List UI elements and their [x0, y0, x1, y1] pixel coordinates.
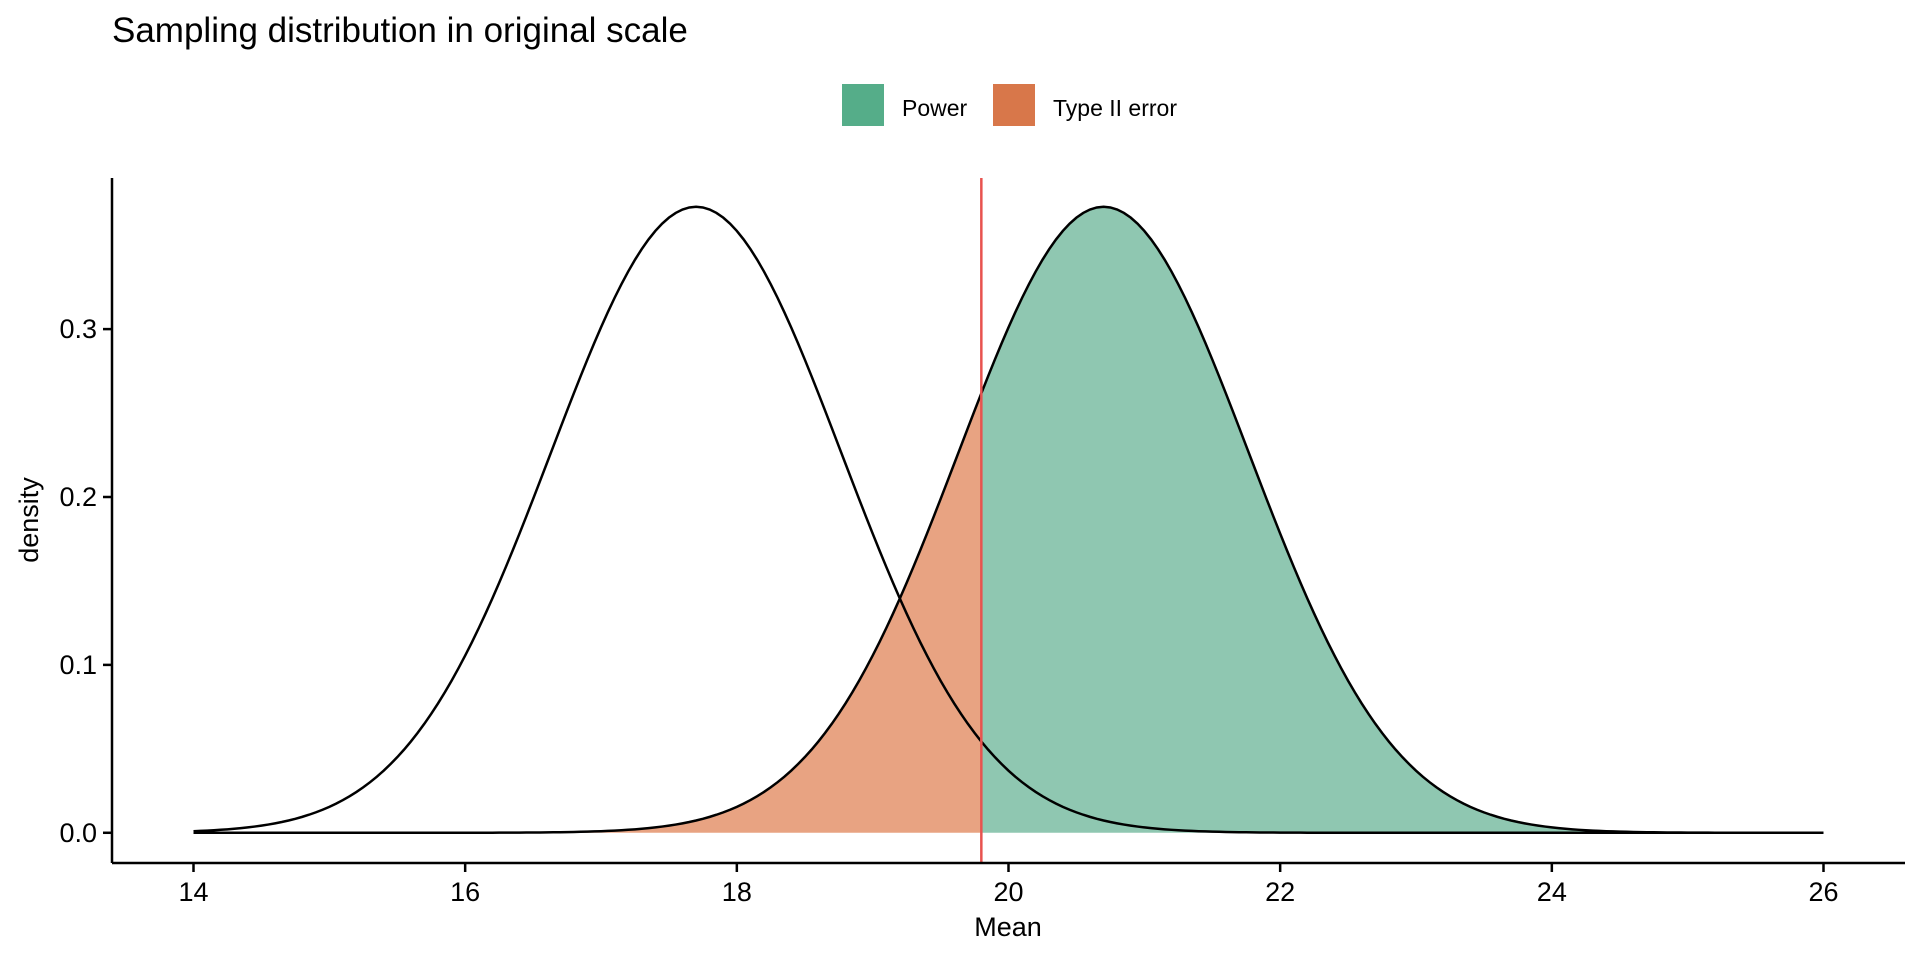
y-axis: 0.0 0.1 0.2 0.3 [59, 178, 114, 863]
y-tick-label: 0.2 [59, 482, 97, 512]
x-tick-label: 24 [1537, 877, 1567, 907]
power-region [981, 206, 1824, 833]
x-tick-label: 26 [1808, 877, 1838, 907]
x-axis-title: Mean [974, 912, 1042, 942]
y-tick-label: 0.3 [59, 314, 97, 344]
x-tick-label: 14 [178, 877, 208, 907]
type-ii-error-region [193, 393, 982, 833]
alternative-distribution-curve [193, 205, 1824, 835]
x-tick-label: 22 [1265, 877, 1295, 907]
x-axis: 14 16 18 20 22 24 26 [112, 861, 1905, 907]
x-tick-label: 16 [450, 877, 480, 907]
legend-swatch-type-ii-error [993, 84, 1035, 126]
plot-area [193, 178, 1824, 863]
legend: Power Type II error [842, 84, 1177, 126]
y-axis-title: density [14, 477, 44, 563]
legend-label-type-ii-error: Type II error [1053, 95, 1177, 121]
chart-title: Sampling distribution in original scale [112, 11, 688, 50]
x-tick-label: 18 [722, 877, 752, 907]
legend-label-power: Power [902, 95, 968, 121]
y-tick-label: 0.1 [59, 650, 97, 680]
null-distribution-curve [193, 205, 1824, 835]
y-tick-label: 0.0 [59, 818, 97, 848]
legend-swatch-power [842, 84, 884, 126]
x-tick-label: 20 [993, 877, 1023, 907]
